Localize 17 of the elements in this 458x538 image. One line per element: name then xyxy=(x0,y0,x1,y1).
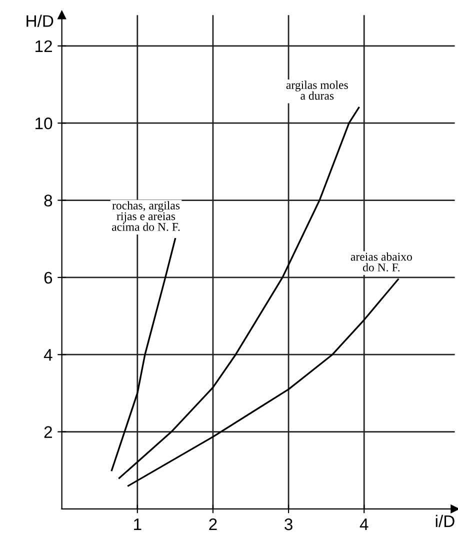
line-series xyxy=(127,278,399,487)
y-tick-label: 8 xyxy=(44,194,52,206)
x-tick-label: 2 xyxy=(209,518,217,530)
series-label: rochas, argilas rijas e areias acima do N. F. xyxy=(112,201,180,231)
y-tick-label: 12 xyxy=(36,40,52,52)
x-axis-title: i/D xyxy=(436,514,454,528)
line-series xyxy=(110,238,176,472)
x-tick-label: 1 xyxy=(134,518,142,530)
x-tick-label: 3 xyxy=(284,518,292,530)
y-tick-label: 10 xyxy=(36,118,52,130)
y-axis-title: H/D xyxy=(26,14,54,27)
x-tick-label: 4 xyxy=(360,518,368,530)
y-tick-label: 4 xyxy=(44,349,52,361)
y-tick-label: 2 xyxy=(44,426,52,438)
y-tick-label: 6 xyxy=(44,272,52,284)
series-label: areias abaixo do N. F. xyxy=(350,252,412,272)
series-label: argilas moles a duras xyxy=(286,80,348,100)
